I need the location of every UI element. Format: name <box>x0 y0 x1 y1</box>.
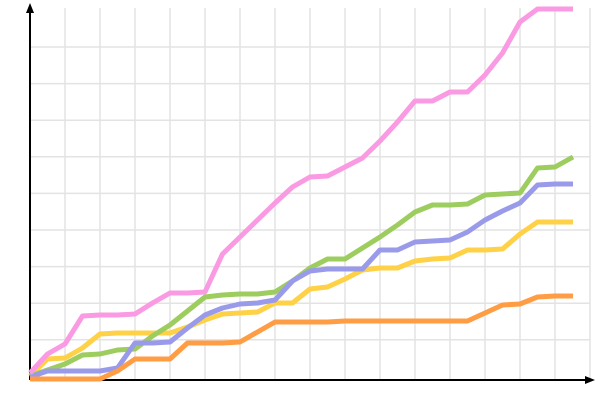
series-line-orange <box>30 293 573 382</box>
series-line-gold <box>28 219 573 378</box>
axes <box>26 3 595 384</box>
data-series <box>28 6 575 382</box>
y-axis-arrow-icon <box>26 3 34 13</box>
x-axis-arrow-icon <box>585 376 595 384</box>
series-line-blue <box>29 181 573 380</box>
series-line-pink <box>28 6 573 375</box>
